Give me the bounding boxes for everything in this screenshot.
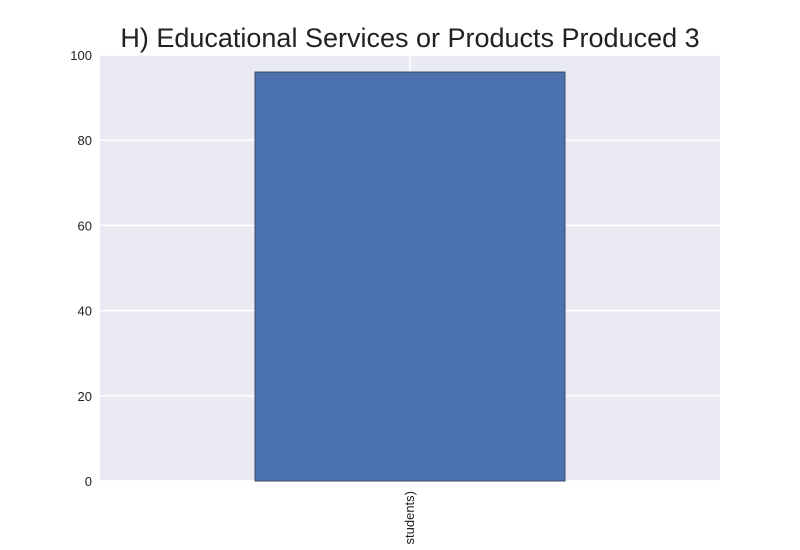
x-tick-labels: students) <box>402 491 417 544</box>
y-tick-label-60: 60 <box>78 218 92 233</box>
chart-title: H) Educational Services or Products Prod… <box>120 23 700 53</box>
y-tick-label-20: 20 <box>78 389 92 404</box>
y-tick-labels: 0 20 40 60 80 100 <box>70 48 92 489</box>
y-tick-label-80: 80 <box>78 133 92 148</box>
y-tick-label-40: 40 <box>78 304 92 319</box>
bars <box>254 71 566 482</box>
y-tick-label-100: 100 <box>70 48 92 63</box>
y-tick-label-0: 0 <box>85 474 92 489</box>
bar-0 <box>254 71 566 482</box>
x-tick-label-0: students) <box>402 491 417 544</box>
